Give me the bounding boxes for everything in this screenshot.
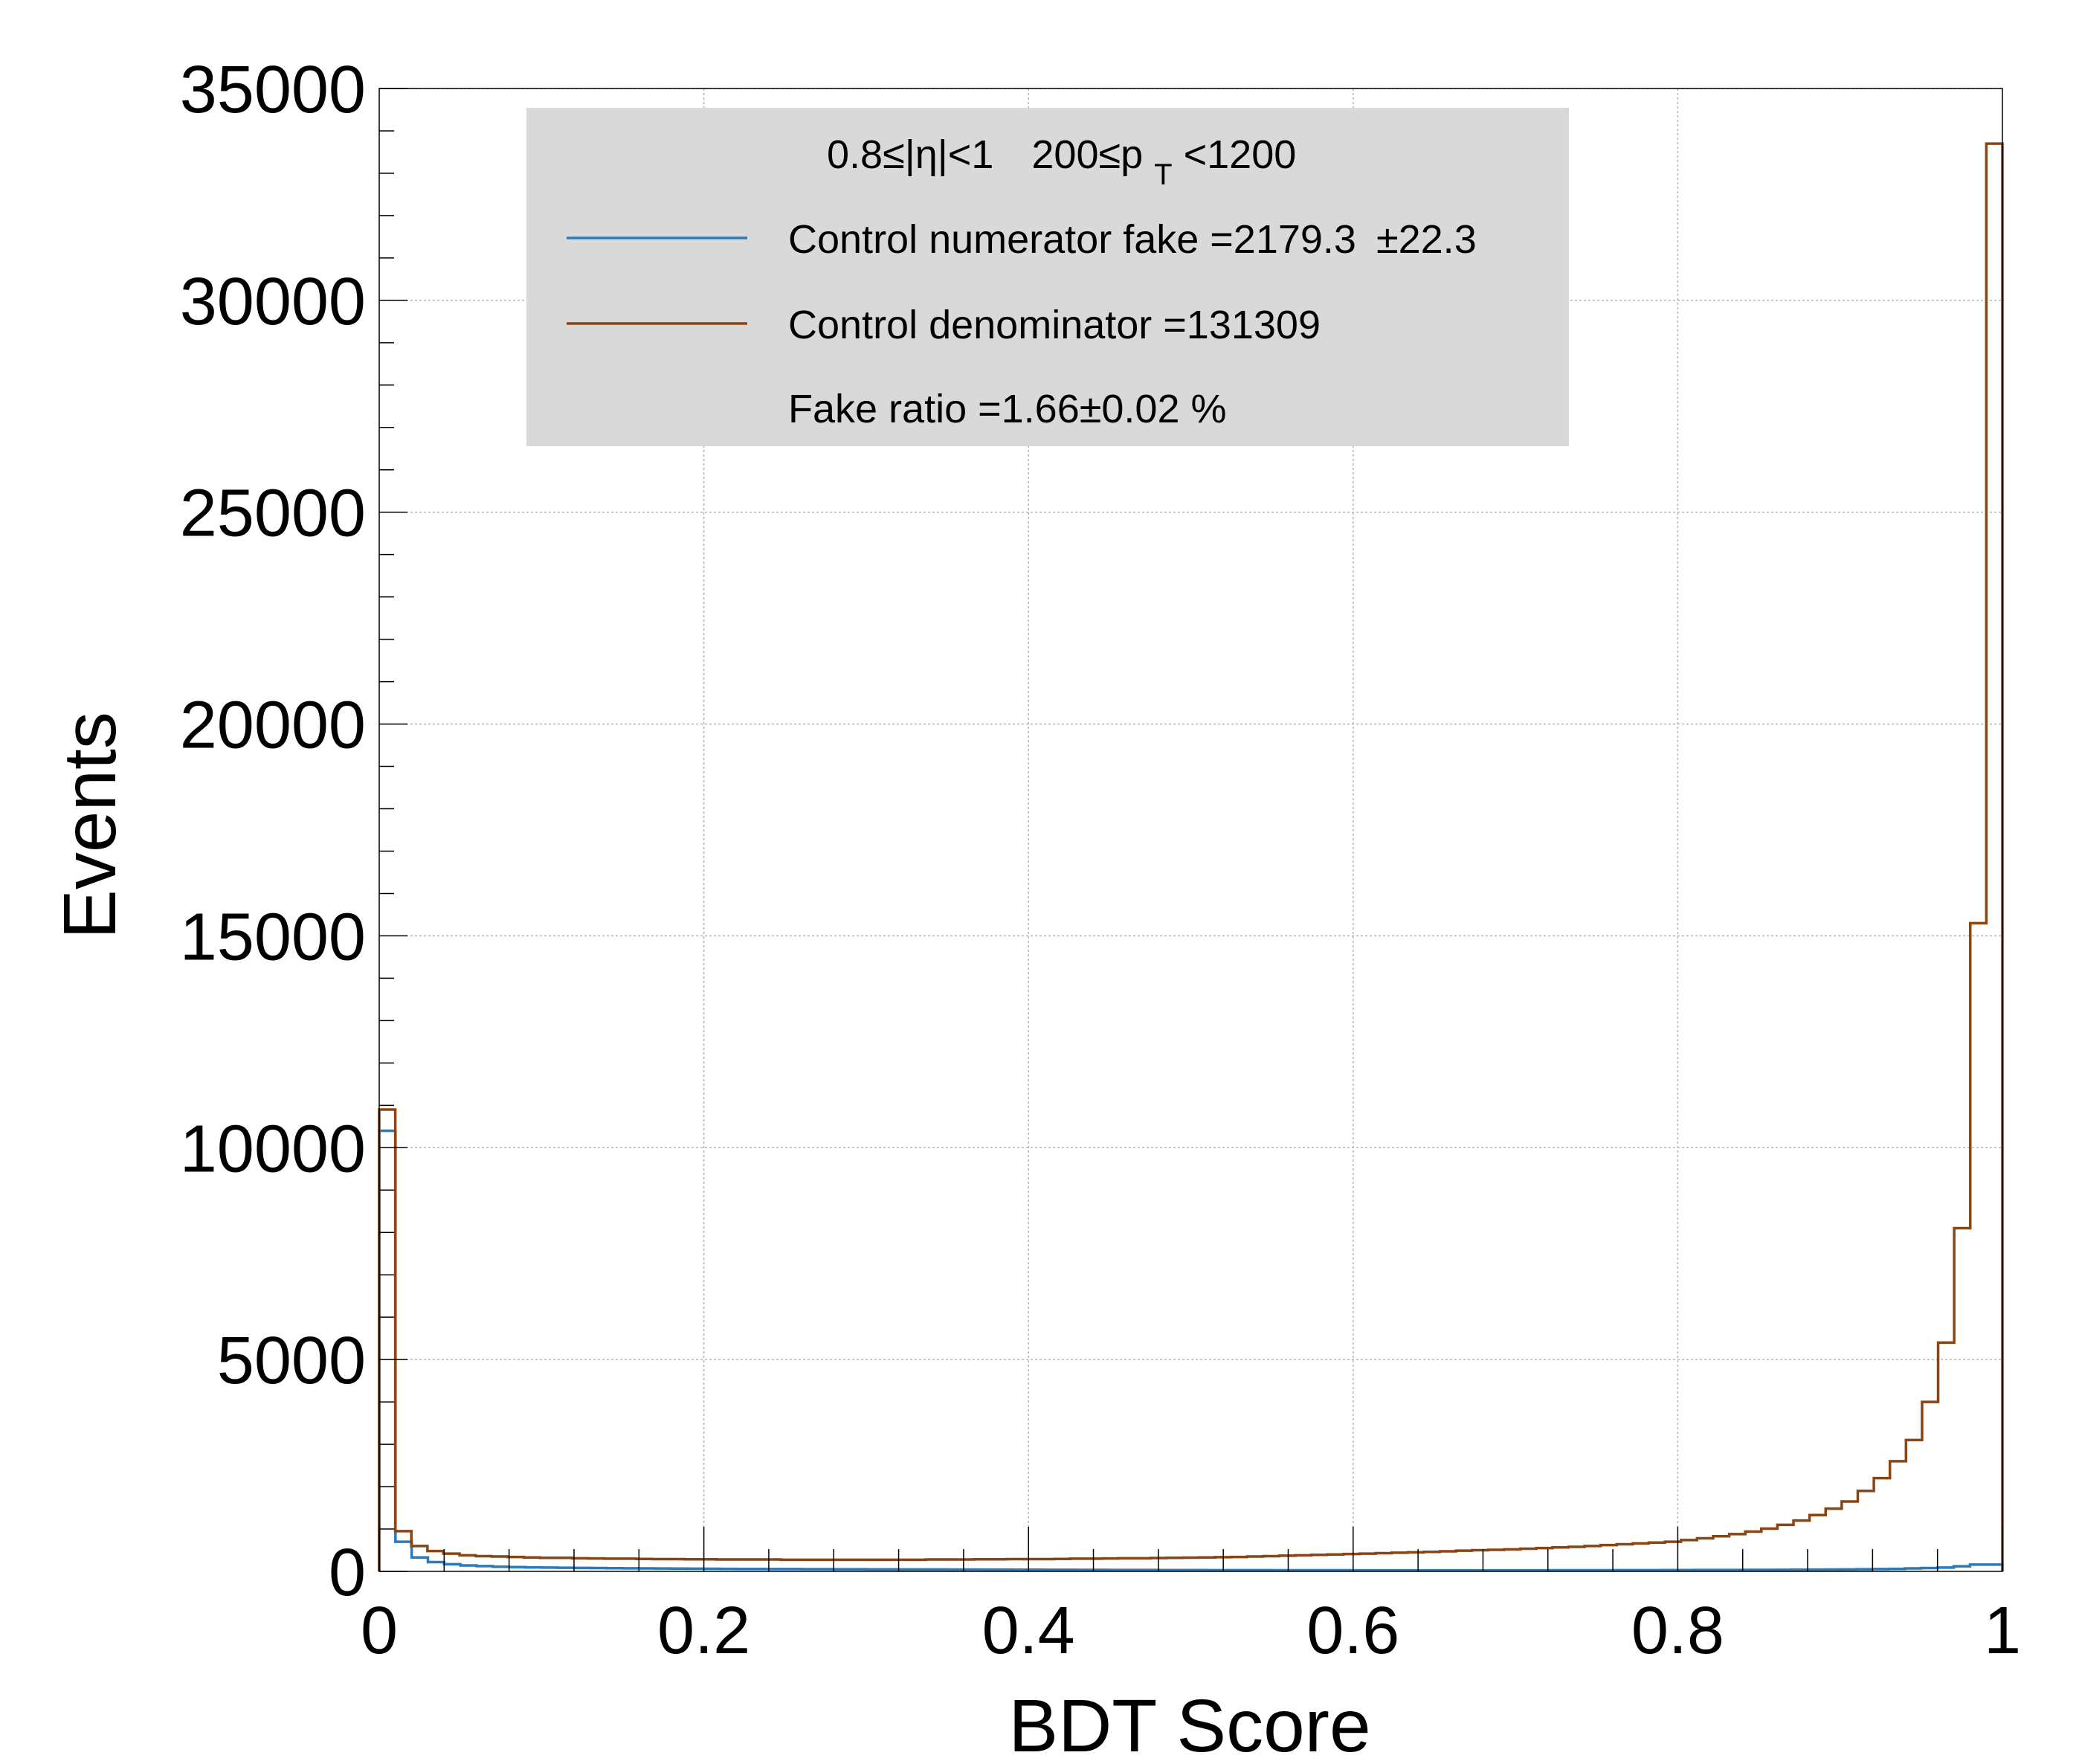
x-axis-title: BDT Score bbox=[1008, 1684, 1370, 1764]
legend: 0.8≤|η|<1 200≤p T <1200 Control numerato… bbox=[526, 108, 1569, 446]
x-tick-label: 0.4 bbox=[982, 1594, 1075, 1668]
legend-header: 0.8≤|η|<1 200≤p T <1200 bbox=[827, 132, 1296, 193]
y-tick-label: 20000 bbox=[180, 689, 366, 763]
x-tick-label: 0.2 bbox=[657, 1594, 750, 1668]
legend-box bbox=[526, 108, 1569, 446]
y-tick-label: 10000 bbox=[180, 1112, 366, 1186]
y-tick-label: 25000 bbox=[180, 477, 366, 551]
tick-layer bbox=[378, 88, 2003, 1572]
legend-header-pt-subscript: T bbox=[1154, 158, 1172, 191]
legend-header-pt: 200≤p bbox=[1031, 132, 1143, 177]
legend-entry-fake-ratio: Fake ratio =1.66±0.02 % bbox=[788, 387, 1227, 431]
y-tick-label: 0 bbox=[329, 1536, 366, 1610]
series-numerator-histogram bbox=[378, 1129, 2004, 1572]
y-tick-label: 15000 bbox=[180, 900, 366, 974]
y-tick-label: 35000 bbox=[180, 53, 366, 127]
legend-entry-numerator-label: Control numerator fake =2179.3 bbox=[788, 217, 1356, 262]
y-tick-label: 5000 bbox=[217, 1324, 366, 1398]
legend-entry-numerator-error: ±22.3 bbox=[1376, 217, 1477, 262]
plot-frame bbox=[378, 88, 2003, 1572]
x-tick-label: 0.8 bbox=[1631, 1594, 1724, 1668]
series-layer bbox=[378, 142, 2004, 1572]
x-tick-label: 0 bbox=[361, 1594, 398, 1668]
legend-header-pt-range: <1200 bbox=[1184, 132, 1297, 177]
legend-entry-numerator: Control numerator fake =2179.3 ±22.3 bbox=[788, 217, 1477, 262]
legend-entry-denominator: Control denominator =131309 bbox=[788, 303, 1321, 347]
y-tick-label: 30000 bbox=[180, 265, 366, 339]
legend-header-eta: 0.8≤|η|<1 bbox=[827, 132, 993, 177]
x-tick-label: 0.6 bbox=[1306, 1594, 1399, 1668]
tick-label-layer: 0 0.2 0.4 0.6 0.8 1 0 5000 10000 15000 20000 25000 3… bbox=[180, 53, 2021, 1668]
y-axis-title: Events bbox=[48, 712, 132, 939]
x-tick-label: 1 bbox=[1984, 1594, 2021, 1668]
series-denominator-histogram bbox=[378, 142, 2004, 1571]
